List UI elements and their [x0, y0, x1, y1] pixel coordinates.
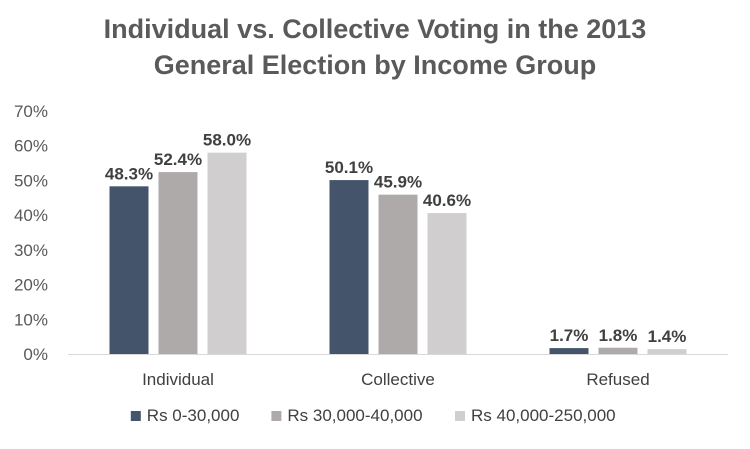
x-tick-label: Collective [361, 370, 435, 389]
y-tick-label: 20% [14, 276, 48, 295]
data-label: 1.8% [599, 326, 638, 345]
y-tick-label: 40% [14, 206, 48, 225]
bar [647, 349, 687, 354]
legend-swatch [130, 411, 141, 421]
y-tick-label: 10% [14, 310, 48, 329]
y-tick-label: 0% [23, 345, 48, 364]
legend-label: Rs 0-30,000 [147, 406, 240, 425]
bar [549, 348, 589, 354]
chart-title-line-2: General Election by Income Group [153, 50, 597, 80]
bar [329, 180, 369, 354]
bar [378, 194, 418, 354]
bar [427, 213, 467, 354]
y-tick-label: 60% [14, 137, 48, 156]
data-label: 1.4% [648, 327, 687, 346]
data-label: 45.9% [374, 173, 422, 192]
bar [109, 186, 149, 354]
y-tick-label: 30% [14, 241, 48, 260]
x-tick-label: Individual [142, 370, 214, 389]
data-label: 50.1% [325, 158, 373, 177]
y-tick-label: 50% [14, 171, 48, 190]
data-label: 48.3% [105, 164, 153, 183]
bar [207, 152, 247, 354]
legend-swatch [271, 411, 282, 421]
data-label: 40.6% [423, 191, 471, 210]
chart-title-line-1: Individual vs. Collective Voting in the … [103, 14, 647, 44]
legend-label: Rs 30,000-40,000 [287, 406, 422, 425]
legend-swatch [455, 411, 465, 421]
bar [158, 172, 198, 354]
data-label: 1.7% [550, 326, 589, 345]
x-tick-label: Refused [586, 370, 649, 389]
data-label: 58.0% [203, 131, 251, 150]
bar [598, 347, 638, 354]
y-tick-label: 70% [14, 102, 48, 121]
legend-label: Rs 40,000-250,000 [471, 406, 616, 425]
data-label: 52.4% [154, 150, 202, 169]
